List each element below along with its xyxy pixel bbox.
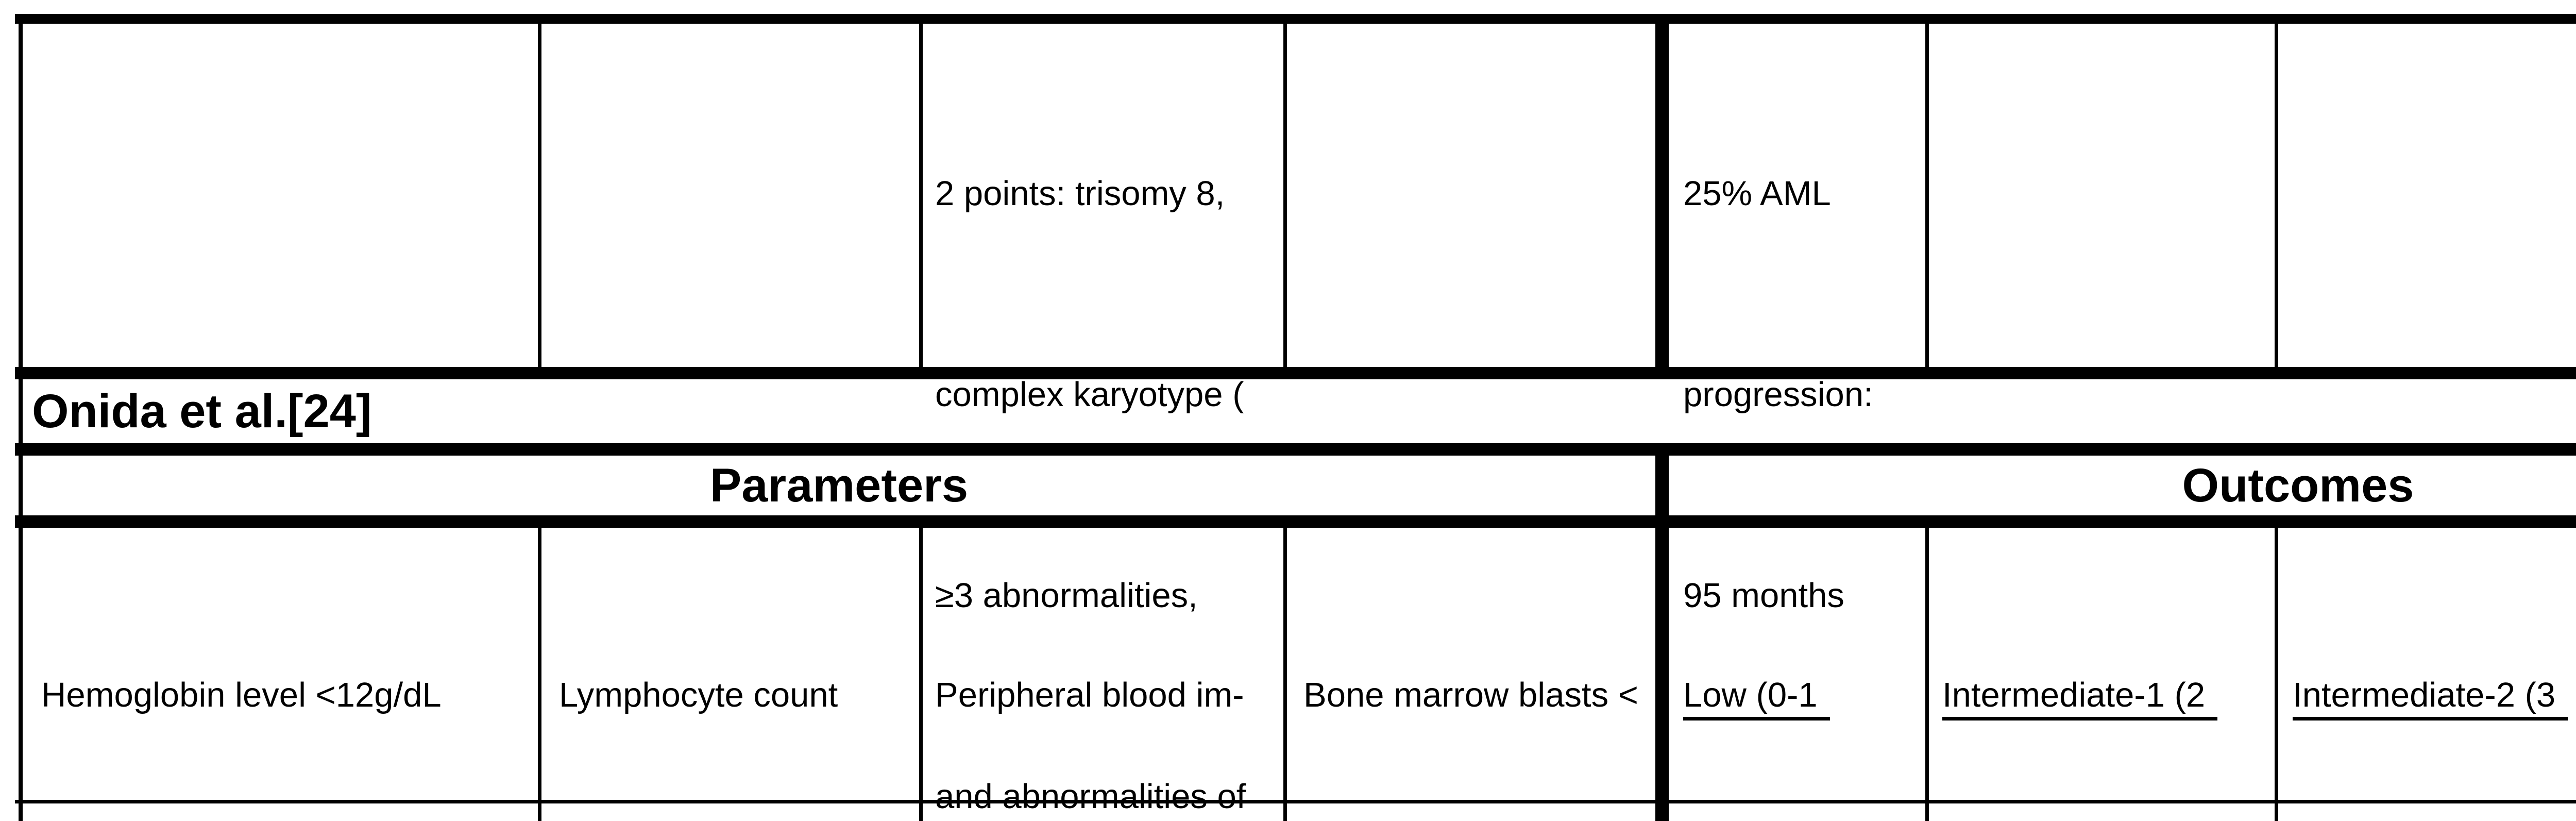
cell-line: Low (0-1 xyxy=(1683,662,1920,729)
cell-line: 2 points: trisomy 8, xyxy=(935,174,1225,213)
cell-line: progression: xyxy=(1683,375,1873,414)
cell-line: ≥3 abnormalities, xyxy=(935,576,1198,615)
col-border-2-bottom xyxy=(919,528,923,821)
table-top-thick-rule xyxy=(15,14,2576,24)
cell-blasts: Bone marrow blasts < 10% xyxy=(1303,528,1654,821)
rule-below-header-row xyxy=(15,515,2576,528)
cell-myelocytes: Peripheral blood im- mature myelocytes >… xyxy=(935,528,1278,821)
col-border-6-bottom xyxy=(2275,528,2278,821)
outcomes-label: Outcomes xyxy=(2182,459,2414,512)
col-border-5-bottom xyxy=(1925,528,1929,821)
cell-line: complex karyotype ( xyxy=(935,375,1244,414)
cell-line: 25% AML xyxy=(1683,174,1831,213)
cell-karyotype-points: 2 points: trisomy 8, complex karyotype (… xyxy=(935,26,1278,821)
cell-line: Peripheral blood im- xyxy=(935,676,1244,714)
col-border-5-top xyxy=(1925,24,1929,367)
cell-line: and abnormalities of xyxy=(935,777,1246,816)
table-left-border xyxy=(19,14,23,821)
rule-below-study-row xyxy=(15,443,2576,456)
col-border-6-top xyxy=(2275,24,2278,367)
rule-above-study-row xyxy=(15,367,2576,379)
cell-line: Intermediate-1 (2 xyxy=(1942,662,2269,729)
cell-line: Bone marrow blasts < xyxy=(1303,676,1638,714)
cell-lymphocyte: Lymphocyte count > 2.5×109/L xyxy=(559,528,914,821)
cell-line: Intermediate-2 (3 xyxy=(2293,662,2576,729)
col-border-2-top xyxy=(919,24,923,367)
cell-hemoglobin: Hemoglobin level <12g/dL xyxy=(41,528,531,821)
col-border-3-top xyxy=(1283,24,1287,367)
parameters-label: Parameters xyxy=(709,459,969,512)
cell-outcome-intermediate-1: Intermediate-1 (2 points): median OS: 15… xyxy=(1942,528,2269,821)
col-border-1-top xyxy=(538,24,541,367)
cell-line: Lymphocyte count xyxy=(559,676,838,714)
group-divider-lower xyxy=(1655,443,1669,821)
cell-outcome-intermediate-2: Intermediate-2 (3 points): median OS: 8 … xyxy=(2293,528,2576,821)
cell-aml-progression: 25% AML progression: 95 months xyxy=(1683,26,1920,763)
header-outcomes: Outcomes xyxy=(1669,456,2576,515)
col-border-3-bottom xyxy=(1283,528,1287,821)
header-parameters: Parameters xyxy=(23,456,1655,515)
cell-line: 95 months xyxy=(1683,576,1844,615)
group-divider-upper xyxy=(1655,14,1669,379)
rule-below-data-row xyxy=(15,800,2576,803)
cell-line: Hemoglobin level <12g/dL xyxy=(41,676,442,714)
study-row-label: Onida et al.[24] xyxy=(32,379,1268,443)
cell-outcome-low: Low (0-1 points): median OS: 24 months xyxy=(1683,528,1920,821)
col-border-1-bottom xyxy=(538,528,541,821)
study-citation: Onida et al.[24] xyxy=(32,384,372,438)
